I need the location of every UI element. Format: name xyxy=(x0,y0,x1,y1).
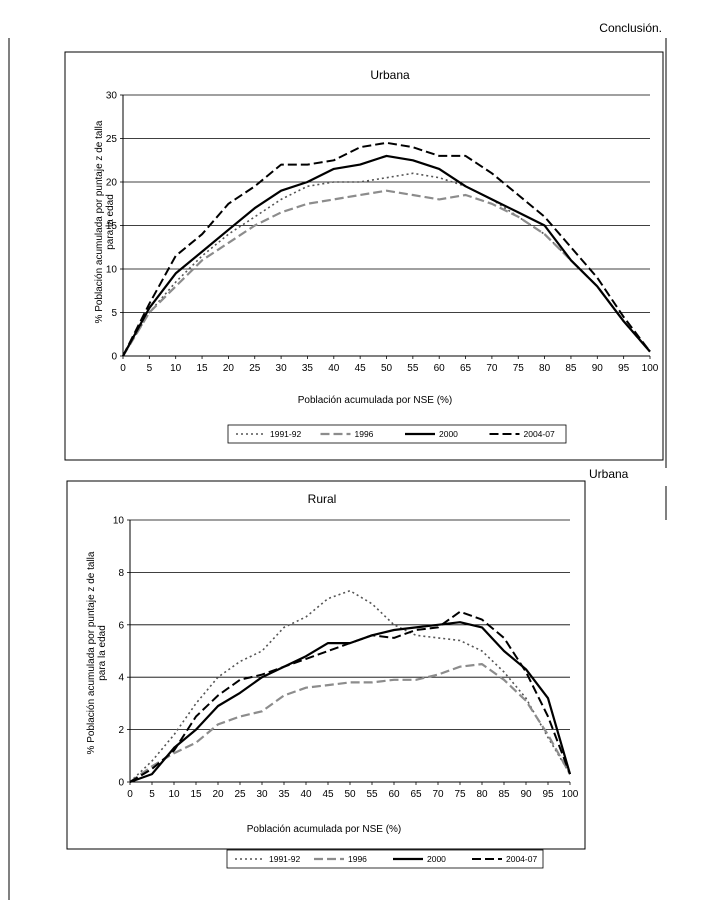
x-tick-label: 0 xyxy=(127,789,133,800)
chart-urbana: 0 5 10 15 20 25 30 0 5 10 15 20 25 30 35 40 45 50 55 60 65 70… xyxy=(106,91,659,444)
series-line-1996 xyxy=(129,662,571,783)
y-tick-label: 10 xyxy=(106,265,118,276)
legend-label: 1991-92 xyxy=(270,429,301,439)
chart-urbana-ylabel-1: % Población acumulada por puntaje z de t… xyxy=(94,120,105,323)
legend-label: 1991-92 xyxy=(269,854,300,864)
chart-rural-frame xyxy=(66,480,586,850)
x-tick-label: 100 xyxy=(562,789,579,800)
x-tick-label: 45 xyxy=(322,789,334,800)
chart-urbana-frame xyxy=(64,51,664,461)
x-tick-label: 85 xyxy=(498,789,510,800)
x-tick-label: 5 xyxy=(147,363,153,374)
y-tick-label: 30 xyxy=(106,91,118,102)
x-tick-label: 70 xyxy=(432,789,444,800)
x-tick-label: 20 xyxy=(223,363,235,374)
series-line-2000 xyxy=(129,621,572,784)
x-tick-label: 15 xyxy=(196,363,208,374)
x-tick-label: 65 xyxy=(460,363,472,374)
legend-label: 1996 xyxy=(348,854,367,864)
series-line-2000 xyxy=(122,154,651,357)
x-tick-label: 30 xyxy=(276,363,288,374)
x-tick-label: 75 xyxy=(454,789,466,800)
x-tick-label: 40 xyxy=(300,789,312,800)
x-tick-label: 35 xyxy=(302,363,314,374)
series-line-2004-07 xyxy=(122,141,651,357)
x-tick-label: 15 xyxy=(190,789,202,800)
x-tick-label: 45 xyxy=(355,363,367,374)
x-tick-label: 25 xyxy=(249,363,261,374)
x-tick-label: 75 xyxy=(513,363,525,374)
y-tick-label: 4 xyxy=(118,673,124,684)
chart-urbana-title: Urbana xyxy=(370,68,410,82)
x-tick-label: 55 xyxy=(366,789,378,800)
x-tick-label: 85 xyxy=(565,363,577,374)
legend-box xyxy=(226,849,544,869)
chart-rural-title: Rural xyxy=(308,492,337,506)
x-tick-label: 50 xyxy=(344,789,356,800)
legend-label: 2000 xyxy=(439,429,458,439)
y-tick-label: 15 xyxy=(106,221,118,232)
x-tick-label: 60 xyxy=(388,789,400,800)
y-tick-label: 5 xyxy=(111,308,117,319)
mid-label: Urbana xyxy=(589,467,629,481)
legend-box xyxy=(227,424,567,444)
y-tick-label: 0 xyxy=(118,778,124,789)
x-tick-label: 90 xyxy=(592,363,604,374)
chart-rural-xlabel: Población acumulada por NSE (%) xyxy=(247,824,402,835)
x-tick-label: 5 xyxy=(149,789,155,800)
x-tick-label: 65 xyxy=(410,789,422,800)
page-header-text: Conclusión. xyxy=(599,21,662,35)
y-tick-label: 10 xyxy=(113,516,125,527)
x-tick-label: 20 xyxy=(212,789,224,800)
x-tick-label: 35 xyxy=(278,789,290,800)
legend-label: 2004-07 xyxy=(506,854,537,864)
y-tick-label: 8 xyxy=(118,568,124,579)
y-tick-label: 2 xyxy=(118,725,124,736)
x-tick-label: 80 xyxy=(476,789,488,800)
chart-rural-ylabel-2: para la edad xyxy=(97,625,108,681)
x-tick-label: 80 xyxy=(539,363,551,374)
legend-label: 1996 xyxy=(355,429,374,439)
x-tick-label: 0 xyxy=(120,363,126,374)
y-tick-label: 25 xyxy=(106,134,118,145)
y-tick-label: 20 xyxy=(106,178,118,189)
x-tick-label: 30 xyxy=(256,789,268,800)
x-tick-label: 90 xyxy=(520,789,532,800)
y-tick-label: 0 xyxy=(111,352,117,363)
x-tick-label: 25 xyxy=(234,789,246,800)
x-tick-label: 60 xyxy=(434,363,446,374)
series-line-1996 xyxy=(122,189,651,357)
series-line-1991-92 xyxy=(122,172,651,357)
x-tick-label: 100 xyxy=(642,363,659,374)
x-tick-label: 95 xyxy=(618,363,630,374)
chart-urbana-ylabel-2: para la edad xyxy=(105,194,116,250)
y-tick-label: 6 xyxy=(118,620,124,631)
chart-urbana-xlabel: Población acumulada por NSE (%) xyxy=(298,395,453,406)
x-tick-label: 70 xyxy=(486,363,498,374)
x-tick-label: 50 xyxy=(381,363,393,374)
x-tick-label: 55 xyxy=(407,363,419,374)
series-line-1991-92 xyxy=(129,589,571,783)
series-line-2004-07 xyxy=(129,610,571,783)
x-tick-label: 95 xyxy=(542,789,554,800)
chart-rural-ylabel-1: % Población acumulada por puntaje z de t… xyxy=(86,551,97,754)
x-tick-label: 40 xyxy=(328,363,340,374)
legend-label: 2000 xyxy=(427,854,446,864)
legend-label: 2004-07 xyxy=(524,429,555,439)
x-tick-label: 10 xyxy=(168,789,180,800)
x-tick-label: 10 xyxy=(170,363,182,374)
